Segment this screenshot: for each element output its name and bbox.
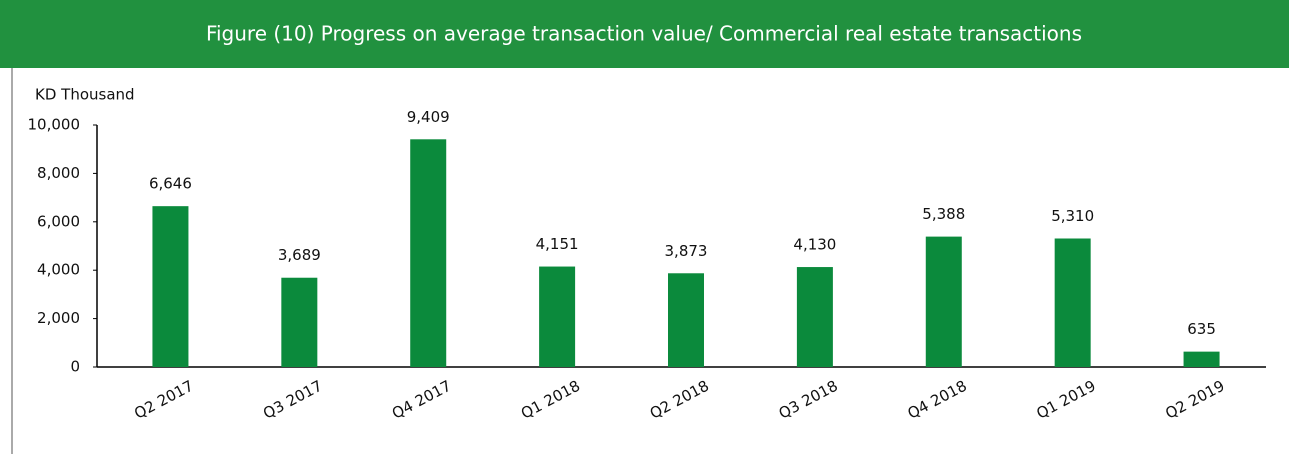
x-tick-label: Q3 2018 <box>776 377 841 423</box>
bar <box>925 236 962 367</box>
x-tick-label: Q4 2018 <box>905 377 970 423</box>
x-tick-label: Q2 2018 <box>647 377 712 423</box>
value-label: 635 <box>1187 320 1216 338</box>
bar <box>152 206 189 367</box>
value-label: 6,646 <box>149 175 192 193</box>
y-tick-label: 0 <box>70 358 80 376</box>
value-label: 3,689 <box>278 246 321 264</box>
value-label: 4,130 <box>793 236 836 254</box>
y-axis-label: KD Thousand <box>35 86 135 104</box>
bar <box>1183 351 1220 367</box>
x-tick-label: Q3 2017 <box>260 377 325 423</box>
x-tick-label: Q4 2017 <box>389 377 454 423</box>
y-tick-label: 4,000 <box>37 261 80 279</box>
x-tick-label: Q1 2018 <box>518 377 583 423</box>
bar <box>796 267 833 367</box>
y-tick-label: 2,000 <box>37 309 80 327</box>
value-label: 4,151 <box>536 235 579 253</box>
header-bar <box>0 0 1289 68</box>
chart-title: Figure (10) Progress on average transact… <box>206 22 1082 46</box>
bar <box>1054 238 1091 367</box>
y-tick-label: 10,000 <box>28 116 81 134</box>
x-tick-label: Q2 2019 <box>1162 377 1227 423</box>
x-tick-label: Q2 2017 <box>131 377 196 423</box>
value-label: 9,409 <box>407 108 450 126</box>
y-tick-label: 8,000 <box>37 164 80 182</box>
bar <box>539 266 576 367</box>
value-label: 3,873 <box>665 242 708 260</box>
x-tick-label: Q1 2019 <box>1033 377 1098 423</box>
bar <box>410 139 447 367</box>
bar <box>281 277 318 367</box>
bar <box>668 273 704 367</box>
value-label: 5,310 <box>1051 207 1094 225</box>
value-label: 5,388 <box>922 205 965 223</box>
y-tick-label: 6,000 <box>37 212 80 230</box>
